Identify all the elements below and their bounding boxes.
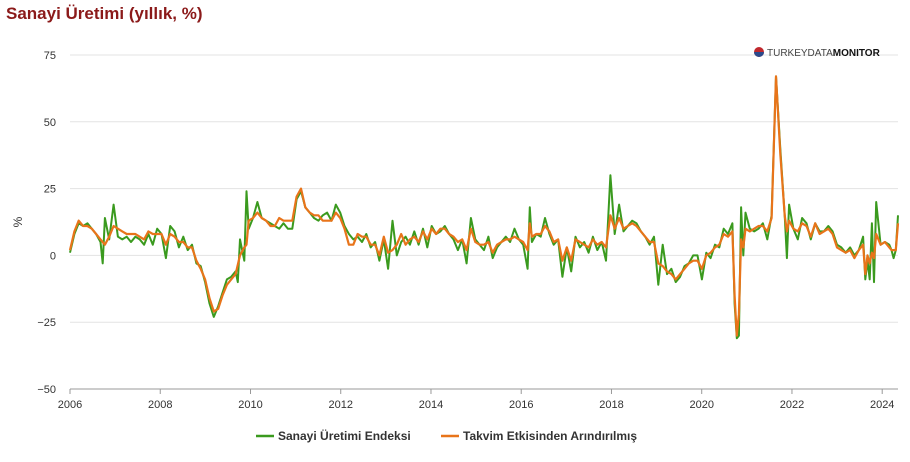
x-tick-label: 2010 (238, 399, 262, 411)
x-axis: 2006 2008 2010 2012 2014 2016 2018 2020 2022 2024 (58, 389, 894, 411)
y-tick-label: −50 (37, 384, 56, 396)
y-tick-label: 25 (44, 184, 56, 196)
series-line-2 (68, 75, 900, 337)
y-tick-label: 0 (50, 250, 56, 262)
chart-title: Sanayi Üretimi (yıllık, %) (6, 4, 203, 23)
x-tick-label: 2006 (58, 399, 82, 411)
logo-globe-half (754, 52, 764, 57)
y-axis: 75 50 25 0 −25 −50 (37, 50, 56, 396)
legend-label-1: Sanayi Üretimi Endeksi (278, 428, 411, 443)
x-tick-label: 2018 (599, 399, 623, 411)
logo-text: TURKEYDATAMONITOR (767, 48, 881, 59)
grid-lines (70, 54, 898, 390)
y-axis-label: % (11, 216, 25, 227)
watermark-logo: TURKEYDATAMONITOR (754, 47, 881, 59)
x-tick-label: 2008 (148, 399, 172, 411)
x-tick-label: 2014 (419, 399, 443, 411)
x-tick-label: 2022 (780, 399, 804, 411)
y-tick-label: 75 (44, 50, 56, 62)
y-tick-label: 50 (44, 117, 56, 129)
x-tick-label: 2016 (509, 399, 533, 411)
x-tick-label: 2024 (870, 399, 894, 411)
legend: Sanayi Üretimi Endeksi Takvim Etkisinden … (256, 428, 637, 443)
y-tick-label: −25 (37, 317, 56, 329)
x-tick-label: 2012 (328, 399, 352, 411)
x-tick-label: 2020 (689, 399, 713, 411)
legend-label-2: Takvim Etkisinden Arındırılmış (463, 429, 637, 443)
series-group (68, 75, 900, 340)
